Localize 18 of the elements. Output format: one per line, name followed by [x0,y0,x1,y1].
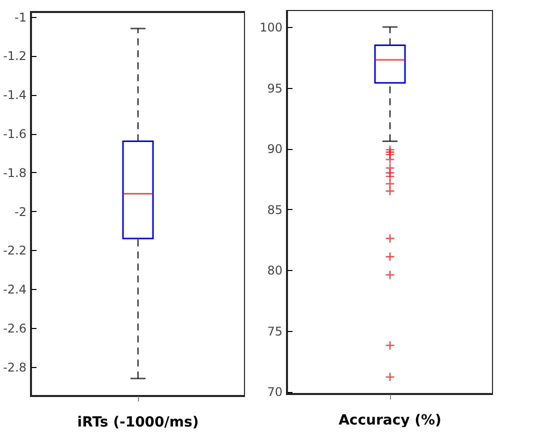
y-tick-label: -1 [14,10,26,24]
y-tick-label: -2 [14,204,26,219]
y-tick-label: 70 [267,385,282,400]
x-tick-label: iRTs (-1000/ms) [77,414,199,430]
y-tick-label: -2.4 [3,282,26,297]
y-tick-label: -2.8 [3,360,26,374]
y-tick-label: -2.2 [3,244,26,258]
y-tick-label: 80 [267,264,282,278]
y-tick-label: 90 [267,142,282,156]
y-tick-label: 75 [267,324,282,338]
y-tick-label: 100 [260,20,282,35]
y-tick-label: -1.4 [3,88,26,102]
y-tick-label: -1.2 [3,49,26,64]
y-tick-label: -2.6 [3,321,26,336]
y-tick-label: 95 [267,81,282,96]
y-tick-label: -1.6 [3,127,26,142]
y-tick-label: 85 [267,202,282,217]
y-tick-label: -1.8 [3,166,26,180]
